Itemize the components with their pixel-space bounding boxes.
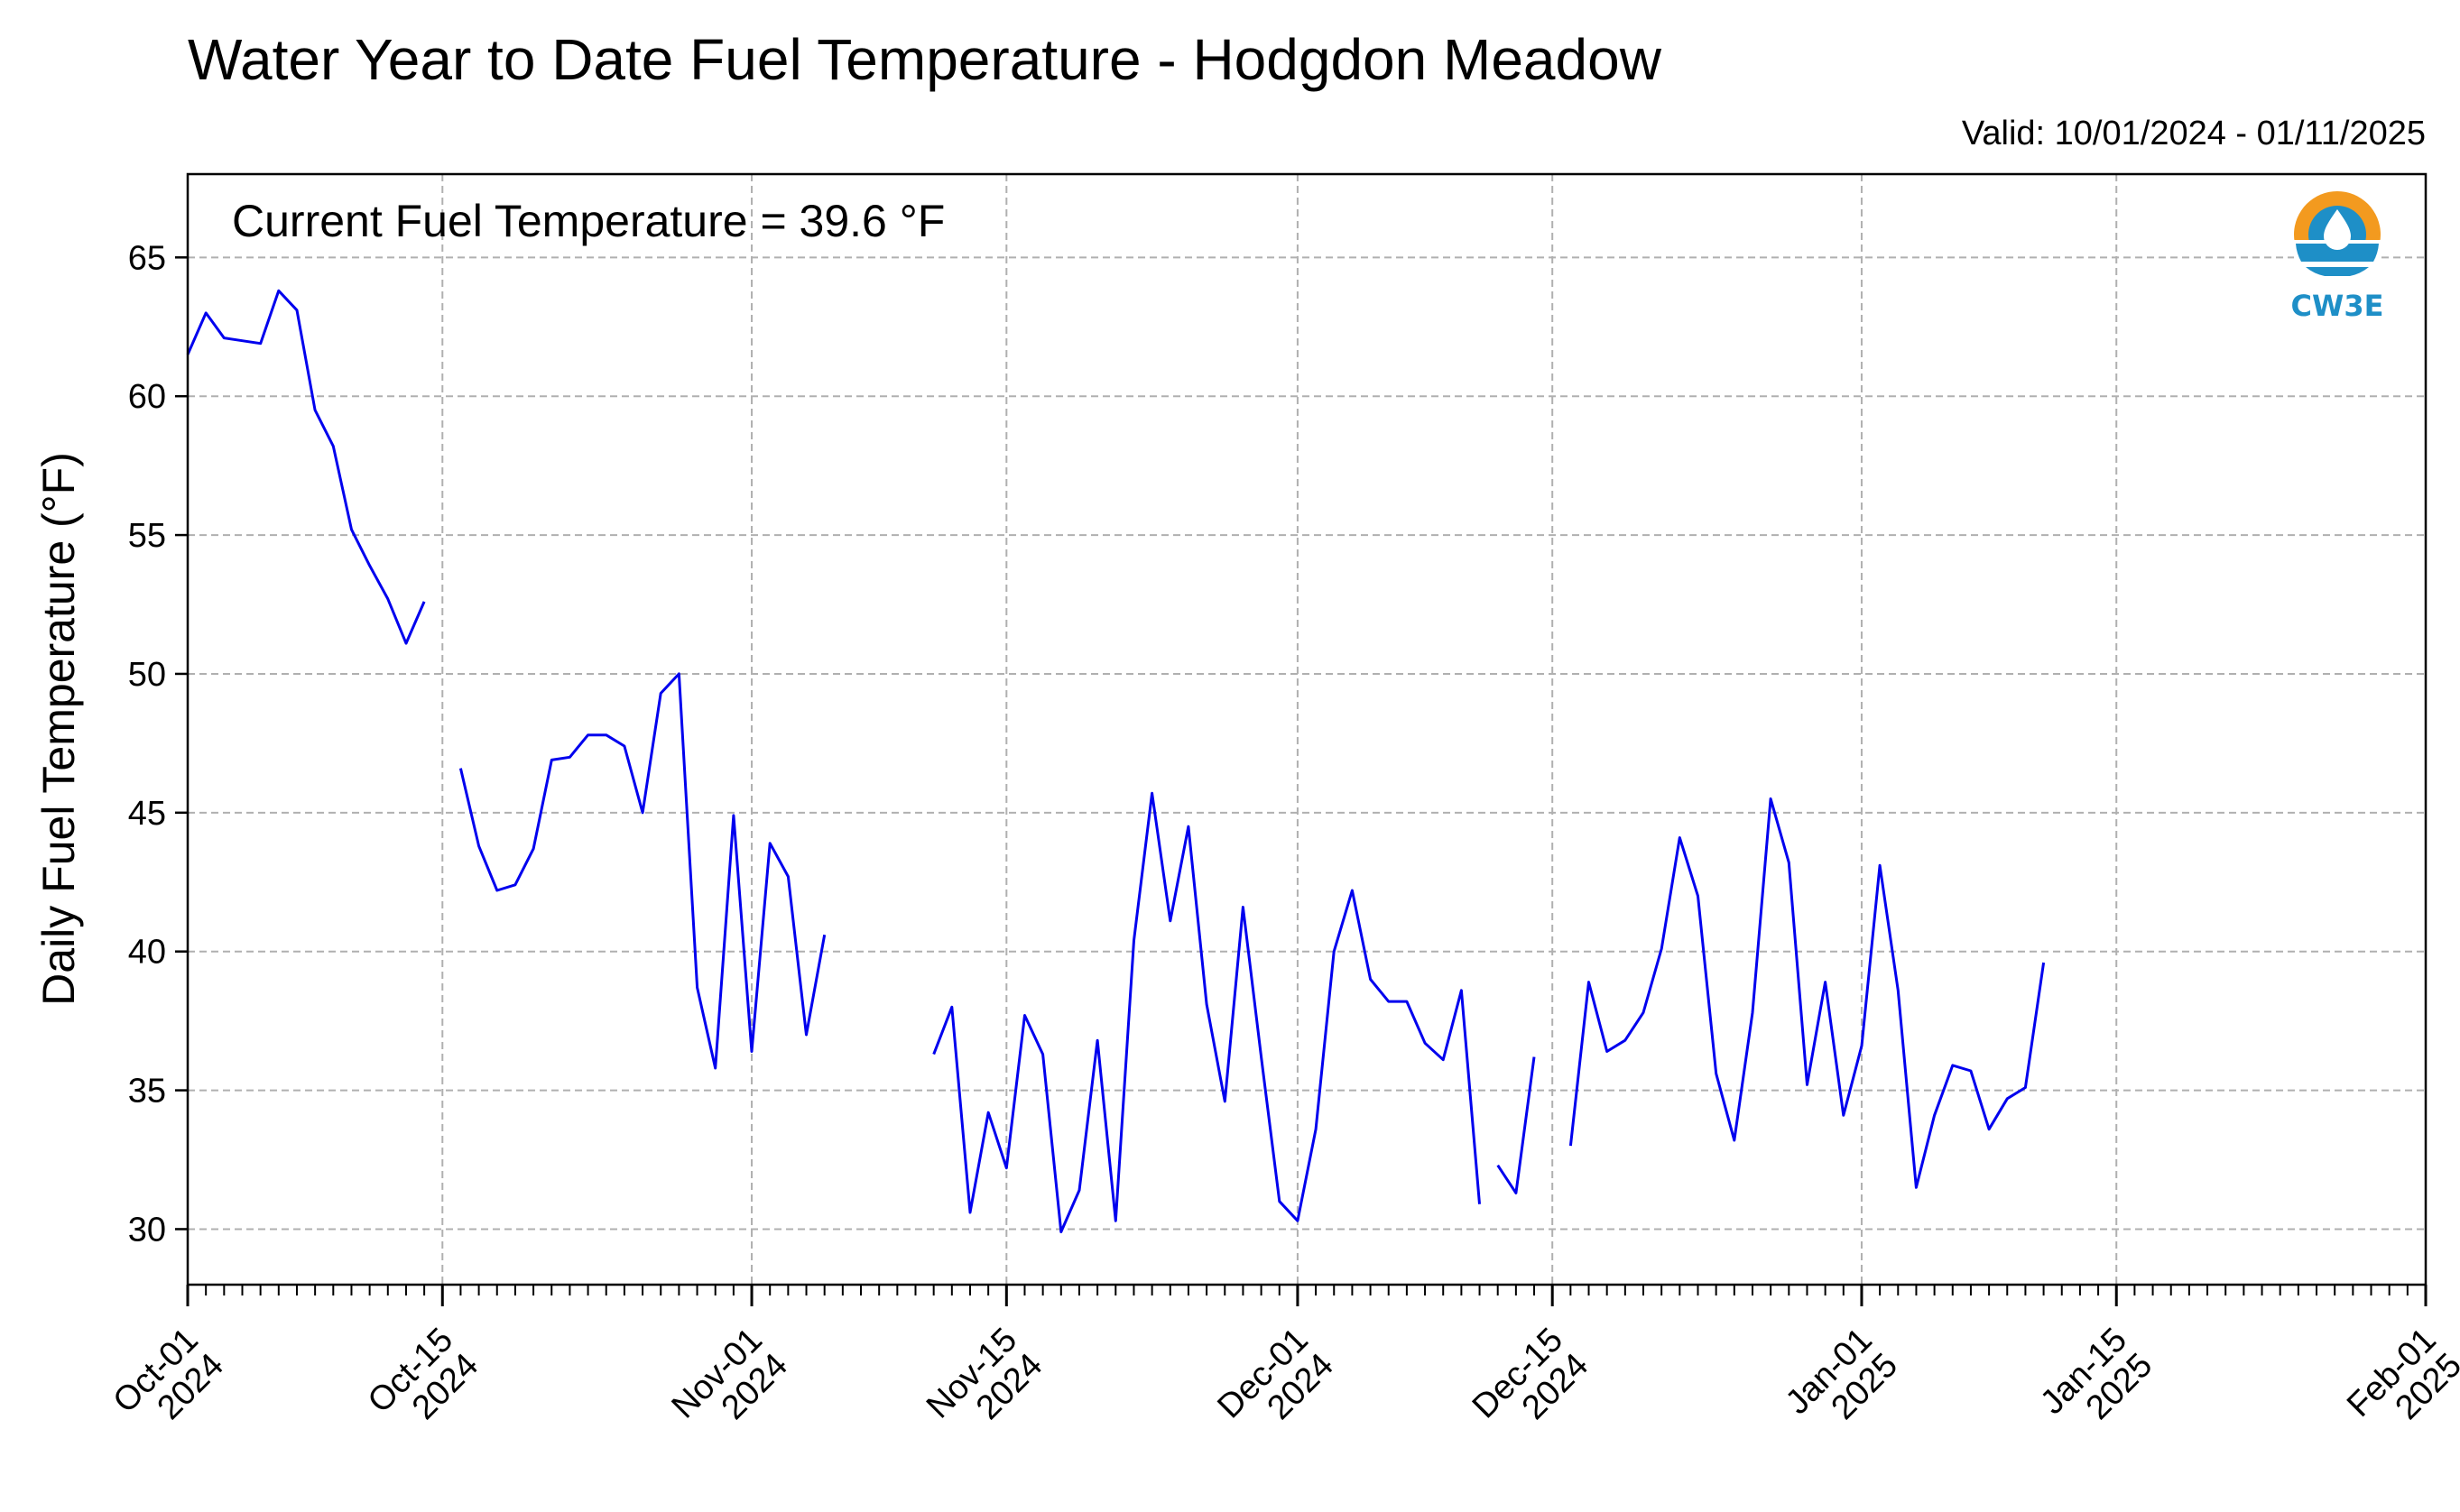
axes: 30 35 40 45 50 55 60 65 Oct-012024 Oct-152024 Nov-… (106, 239, 2460, 1452)
series-segment (186, 289, 426, 645)
x-tick-label: Dec-152024 (1466, 1321, 1596, 1452)
series-segment (1568, 797, 2046, 1189)
plot-frame (186, 172, 2428, 1286)
y-tick-label: 30 (128, 1211, 166, 1249)
y-tick-label: 60 (128, 378, 166, 416)
x-tick-label: Nov-152024 (920, 1321, 1050, 1452)
current-fuel-temperature-annotation: Current Fuel Temperature = 39.6 °F (232, 196, 945, 246)
x-tick-label: Jan-152025 (2033, 1321, 2159, 1447)
y-tick-label: 50 (128, 656, 166, 694)
y-axis-label: Daily Fuel Temperature (°F) (33, 452, 84, 1006)
valid-date-range: Valid: 10/01/2024 - 01/11/2025 (1962, 115, 2426, 152)
series-segment (1496, 1056, 1536, 1194)
y-tick-label: 45 (128, 795, 166, 833)
logo-text: CW3E (2291, 289, 2384, 323)
y-tick-label: 65 (128, 239, 166, 277)
x-tick-label: Oct-012024 (106, 1321, 232, 1446)
series-line (186, 289, 2046, 1233)
x-tick-label: Oct-152024 (361, 1321, 486, 1446)
y-tick-label: 35 (128, 1073, 166, 1111)
series-segment (932, 791, 1481, 1233)
chart-title: Water Year to Date Fuel Temperature - Ho… (188, 27, 1662, 92)
y-tick-label: 40 (128, 934, 166, 972)
gridlines (187, 174, 2427, 1285)
x-tick-label: Dec-012024 (1210, 1321, 1341, 1452)
series-segment (458, 672, 827, 1070)
y-tick-label: 55 (128, 517, 166, 555)
x-tick-label: Jan-012025 (1779, 1321, 1905, 1447)
x-tick-label: Feb-012025 (2340, 1321, 2460, 1450)
cw3e-logo: CW3E (2291, 191, 2384, 323)
x-tick-label: Nov-012024 (665, 1321, 796, 1452)
